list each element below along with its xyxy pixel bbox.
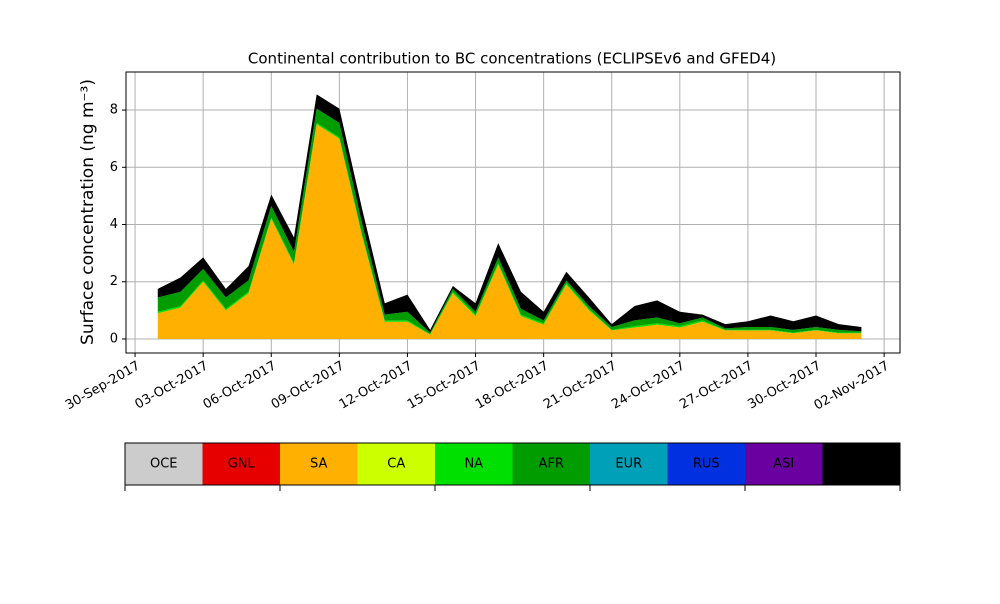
legend-label: NA — [464, 457, 483, 472]
legend-label: AUS — [848, 457, 875, 472]
y-tick-label: 0 — [110, 331, 118, 346]
legend-swatch — [590, 443, 668, 485]
legend-swatch — [280, 443, 358, 485]
legend-frame — [124, 442, 901, 486]
x-tick-label: 06-Oct-2017 — [201, 359, 279, 413]
x-tick-label: 15-Oct-2017 — [405, 359, 483, 413]
legend-label: OCE — [150, 457, 178, 472]
x-tick-label: 18-Oct-2017 — [473, 359, 551, 413]
legend-label: GNL — [228, 457, 256, 472]
legend-swatch — [435, 443, 513, 485]
legend-swatch — [745, 443, 823, 485]
chart-title: Continental contribution to BC concentra… — [248, 50, 776, 68]
legend-swatch — [202, 443, 280, 485]
x-tick-label: 21-Oct-2017 — [541, 359, 619, 413]
area — [157, 94, 862, 333]
x-tick-label: 12-Oct-2017 — [337, 359, 415, 413]
legend-swatch — [822, 443, 900, 485]
y-tick-label: 2 — [110, 274, 118, 289]
y-tick-label: 4 — [110, 217, 118, 232]
legend-label: SA — [310, 457, 327, 472]
y-tick-label: 6 — [110, 160, 118, 175]
legend-swatch — [512, 443, 590, 485]
legend-swatch — [357, 443, 435, 485]
legend-swatch — [125, 443, 203, 485]
legend-label: AFR — [539, 457, 564, 472]
legend-label: CA — [387, 457, 405, 472]
legend-label: RUS — [693, 457, 720, 472]
legend-label: EUR — [615, 457, 642, 472]
y-axis-label: Surface concentration (ng m⁻³) — [78, 79, 98, 345]
x-tick-label: 09-Oct-2017 — [269, 359, 347, 413]
axes-frame — [125, 71, 901, 354]
x-tick-label: 30-Oct-2017 — [745, 359, 823, 413]
x-tick-label: 24-Oct-2017 — [609, 359, 687, 413]
y-tick-label: 8 — [110, 103, 118, 118]
legend-swatch — [667, 443, 745, 485]
area — [157, 124, 862, 339]
x-tick-label: 30-Sep-2017 — [63, 359, 143, 414]
x-tick-label: 02-Nov-2017 — [812, 359, 892, 414]
x-tick-label: 03-Oct-2017 — [133, 359, 211, 413]
x-tick-label: 27-Oct-2017 — [677, 359, 755, 413]
legend-label: ASI — [773, 457, 794, 472]
